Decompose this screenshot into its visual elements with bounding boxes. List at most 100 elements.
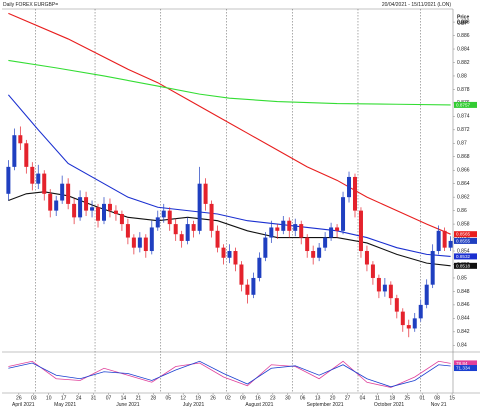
y-tick-label: 0.882	[457, 60, 470, 66]
candle-body	[48, 193, 53, 211]
candle-body	[323, 237, 328, 248]
candle-body	[137, 237, 142, 248]
candle-body	[347, 176, 352, 198]
price-tag	[454, 262, 477, 269]
x-tick-label: 09	[240, 395, 246, 401]
candle-body	[341, 197, 346, 231]
candle-body	[293, 224, 298, 231]
candle-body	[185, 224, 190, 241]
x-tick-label: 07	[106, 395, 112, 401]
candle-body	[430, 251, 435, 285]
month-label: October 2021	[374, 402, 405, 408]
candle-body	[96, 207, 101, 221]
candle-body	[143, 237, 148, 252]
x-tick-label: 23	[270, 395, 276, 401]
candle-body	[329, 227, 334, 238]
month-label: May 2021	[54, 402, 76, 408]
candle-body	[90, 207, 95, 211]
moving-average	[7, 94, 451, 257]
candle-body	[376, 277, 381, 292]
candle-body	[370, 264, 375, 278]
candle-body	[203, 183, 208, 204]
candle-body	[173, 224, 178, 235]
candle-body	[239, 264, 244, 285]
candle-body	[400, 311, 405, 326]
candle-body	[215, 230, 220, 248]
candle-body	[191, 224, 196, 231]
candle-body	[125, 224, 130, 238]
y-tick-label: 0.884	[457, 46, 470, 52]
y-tick-label: 0.86	[457, 208, 467, 214]
candle-body	[311, 251, 316, 258]
x-tick-label: 26	[210, 395, 216, 401]
candle-body	[448, 240, 453, 248]
candle-body	[36, 173, 41, 184]
month-label: April 2021	[12, 402, 35, 408]
chart-title: Daily FOREX EURGBP=	[3, 2, 58, 8]
candle-body	[394, 298, 399, 312]
x-tick-label: 12	[180, 395, 186, 401]
stochastic-tag	[454, 360, 477, 367]
candle-body	[42, 173, 47, 194]
candle-body	[12, 135, 17, 167]
candle-body	[418, 304, 423, 319]
x-tick-label: 13	[315, 395, 321, 401]
stochastic-tag	[454, 365, 477, 372]
x-tick-label: 19	[195, 395, 201, 401]
month-label: September 2021	[307, 402, 344, 408]
y-tick-label: 0.87	[457, 141, 467, 147]
candle-body	[221, 247, 226, 258]
x-tick-label: 14	[121, 395, 127, 401]
candle-body	[281, 220, 286, 231]
x-tick-label: 27	[345, 395, 351, 401]
candle-body	[275, 227, 280, 231]
x-tick-label: 20	[330, 395, 336, 401]
month-label: August 2021	[245, 402, 273, 408]
x-tick-label: 03	[31, 395, 37, 401]
price-tag-label: 0.8532	[456, 254, 470, 259]
y-tick-label: 0.846	[457, 302, 470, 308]
candle-body	[352, 176, 357, 211]
candle-body	[364, 251, 369, 265]
x-tick-label: 31	[91, 395, 97, 401]
candle-body	[251, 277, 256, 295]
y-tick-label: 0.862	[457, 194, 470, 200]
candle-body	[18, 135, 23, 144]
x-tick-label: 02	[225, 395, 231, 401]
stochastic-line	[8, 360, 451, 388]
candle-body	[299, 224, 304, 238]
candle-body	[287, 220, 292, 231]
candle-body	[131, 237, 136, 248]
candle-body	[101, 203, 106, 221]
y-tick-label: 0.868	[457, 154, 470, 160]
x-tick-label: 16	[255, 395, 261, 401]
candle-body	[317, 247, 322, 258]
y-axis-label: Price	[457, 14, 469, 20]
candle-body	[149, 227, 154, 252]
candle-body	[107, 203, 112, 211]
candle-body	[442, 230, 447, 248]
y-tick-label: 0.84	[457, 343, 467, 349]
candle-body	[227, 251, 232, 258]
price-tag-label: 0.8565	[456, 232, 470, 237]
x-tick-label: 05	[165, 395, 171, 401]
y-tick-label: 0.874	[457, 114, 470, 120]
x-tick-label: 15	[449, 395, 455, 401]
moving-average	[8, 59, 451, 106]
x-tick-label: 28	[151, 395, 157, 401]
candle-body	[209, 203, 214, 231]
candle-body	[424, 284, 429, 305]
x-tick-label: 24	[76, 395, 82, 401]
month-label: Nov 21	[431, 402, 447, 408]
candle-body	[167, 210, 172, 225]
candle-body	[119, 213, 124, 225]
x-tick-label: 06	[300, 395, 306, 401]
stochastic-line	[8, 360, 451, 388]
candle-body	[155, 217, 160, 228]
y-tick-label: 0.872	[457, 127, 470, 133]
candle-body	[113, 210, 118, 214]
y-tick-label: 0.844	[457, 316, 470, 322]
moving-average	[8, 12, 451, 235]
